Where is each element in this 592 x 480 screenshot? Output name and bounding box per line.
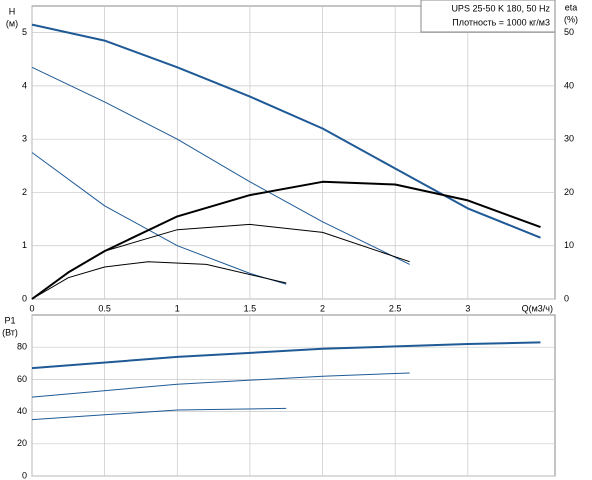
y-tick-label: 3 [22,134,27,144]
y-axis-label: (м) [6,18,18,28]
curve [31,23,541,239]
curve [31,407,287,421]
y2-tick-label: 20 [564,187,574,197]
y-axis-label: P1 [4,315,15,325]
plot-area [31,314,556,477]
curve [31,372,410,398]
legend-text: UPS 25-50 K 180, 50 Hz [451,3,550,13]
x-tick-label: 1 [175,303,180,313]
y2-tick-label: 30 [564,134,574,144]
x-axis-label: Q(м3/ч) [522,303,553,313]
y2-tick-label: 0 [564,293,569,303]
y2-tick-label: 40 [564,80,574,90]
curve [31,261,287,300]
plot-area [31,5,556,300]
y-tick-label: 5 [22,27,27,37]
x-tick-label: 0 [29,303,34,313]
y-tick-label: 20 [17,438,27,448]
x-tick-label: 2.5 [389,303,402,313]
y-axis-label: (Вт) [2,327,18,337]
legend-box [420,0,556,33]
y-tick-label: 60 [17,374,27,384]
legend-text: Плотность = 1000 кг/м3 [452,17,550,27]
y-tick-label: 4 [22,80,27,90]
x-tick-label: 3 [465,303,470,313]
x-tick-label: 1.5 [244,303,257,313]
y-tick-label: 0 [22,293,27,303]
y2-tick-label: 10 [564,240,574,250]
y-tick-label: 1 [22,240,27,250]
x-tick-label: 2 [320,303,325,313]
y2-axis-label: (%) [564,14,578,24]
y-tick-label: 80 [17,342,27,352]
y-tick-label: 0 [22,470,27,480]
curve [31,66,410,265]
y-tick-label: 2 [22,187,27,197]
curve [31,341,541,370]
y2-axis-label: eta [565,2,578,12]
y-axis-label: H [9,6,16,16]
y-tick-label: 40 [17,406,27,416]
y2-tick-label: 50 [564,27,574,37]
x-tick-label: 0.5 [98,303,111,313]
curve [31,223,410,300]
